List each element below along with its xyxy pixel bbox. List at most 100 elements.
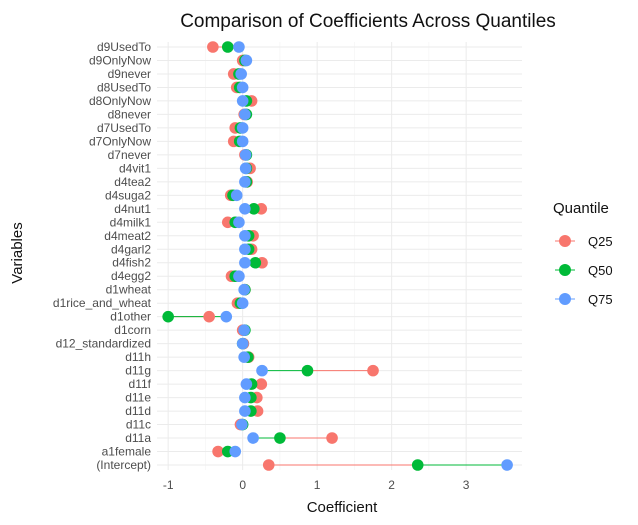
point-q50 [162,310,174,323]
legend-label-q25: Q25 [588,234,613,249]
point-q75 [239,108,251,121]
point-q50 [301,364,314,377]
point-q75 [239,243,251,256]
point-q75 [239,203,251,215]
y-tick-label: d9UsedTo [97,40,151,54]
x-tick-label: 0 [239,478,246,492]
point-q75 [220,310,233,323]
point-q75 [236,135,249,148]
point-q75 [230,189,243,202]
point-q75 [239,149,252,161]
point-q75 [238,351,250,363]
point-q75 [238,283,250,296]
legend-title: Quantile [553,200,609,217]
y-tick-labels: d9UsedTod9OnlyNowd9neverd8UsedTod8OnlyNo… [53,40,152,472]
point-q75 [236,122,249,134]
y-tick-label: d8never [108,107,151,121]
y-tick-label: d11f [129,377,152,391]
grid [157,42,522,470]
y-tick-label: d4milk1 [110,215,152,229]
y-tick-label: (Intercept) [96,458,151,472]
point-q75 [501,459,513,471]
legend-key-q25 [559,235,571,247]
point-q50 [248,203,260,215]
point-q75 [229,445,242,458]
y-tick-label: d4vit1 [119,161,151,175]
point-q75 [239,391,251,404]
point-q75 [238,324,250,336]
point-q25 [262,459,275,471]
point-q25 [255,378,268,390]
point-q75 [233,41,245,53]
y-tick-label: d12_standardized [56,337,151,351]
point-q25 [207,41,219,53]
y-tick-label: d1wheat [106,283,152,297]
point-q25 [326,432,338,444]
y-tick-label: d11a [125,431,151,445]
y-tick-label: d1other [110,310,151,324]
range-segments [168,46,508,466]
y-tick-label: d8UsedTo [97,80,151,94]
point-q75 [236,418,248,431]
point-q75 [239,229,251,242]
y-tick-label: d11h [125,350,151,364]
point-q75 [239,405,251,417]
legend-key-q50 [559,264,571,276]
point-q75 [239,176,251,188]
point-q50 [221,41,234,53]
y-tick-label: d7OnlyNow [89,134,151,148]
point-q50 [411,459,424,471]
point-q75 [236,81,249,94]
y-tick-label: d4suga2 [105,188,151,202]
point-q75 [240,378,253,390]
y-tick-label: d4egg2 [111,269,151,283]
y-tick-label: d1corn [114,323,151,337]
y-tick-label: d4tea2 [114,175,151,189]
legend-label-q50: Q50 [588,263,613,278]
chart-title: Comparison of Coefficients Across Quanti… [180,11,556,32]
legend-label-q75: Q75 [588,292,613,307]
y-tick-label: d4fish2 [112,256,151,270]
point-q25 [212,445,224,458]
point-q75 [233,216,245,229]
y-tick-label: d9OnlyNow [89,53,151,67]
y-tick-label: a1female [102,445,152,459]
y-tick-label: d1rice_and_wheat [53,296,152,310]
y-tick-label: d4nut1 [114,202,151,216]
y-tick-label: d4garl2 [111,242,151,256]
point-q75 [239,256,251,269]
x-tick-label: 3 [463,478,470,492]
point-q75 [240,54,253,67]
y-tick-label: d11e [125,391,151,405]
x-tick-label: 2 [388,478,395,492]
point-q75 [236,337,249,350]
y-tick-label: d4meat2 [104,229,151,243]
y-tick-label: d8OnlyNow [89,94,151,108]
point-q25 [367,364,379,377]
legend: Quantile Q25 Q50 Q75 [553,200,613,307]
point-q50 [249,256,262,269]
y-tick-label: d11g [125,364,151,378]
y-tick-label: d7never [108,148,151,162]
point-q75 [236,95,249,107]
point-q75 [236,297,249,309]
point-q75 [235,68,247,80]
x-tick-label: -1 [163,478,174,492]
legend-key-q75 [559,293,571,305]
x-axis-title: Coefficient [307,499,378,516]
point-q75 [233,270,245,283]
y-tick-label: d11d [125,404,151,418]
point-q75 [256,364,268,377]
point-q25 [203,310,215,323]
y-tick-label: d7UsedTo [97,121,151,135]
point-q75 [247,432,259,444]
y-tick-label: d11c [126,418,151,432]
point-q75 [239,162,252,175]
point-q50 [274,432,286,444]
y-tick-label: d9never [108,67,151,81]
x-tick-label: 1 [314,478,321,492]
points [162,41,513,471]
x-tick-labels: -1 0 1 2 3 [163,478,470,492]
y-axis-title: Variables [9,222,26,283]
